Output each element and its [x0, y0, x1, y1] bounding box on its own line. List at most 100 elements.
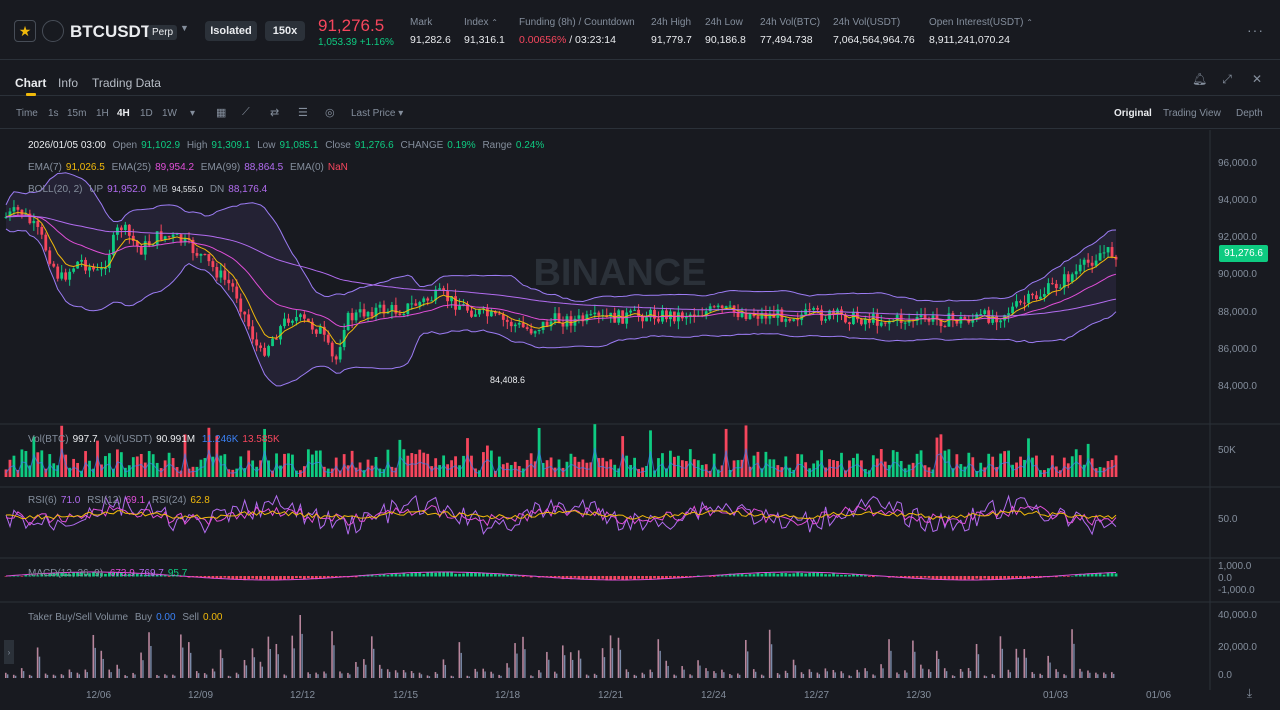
- interval-dropdown-icon[interactable]: ▾: [190, 108, 196, 119]
- scale-toggle-icon[interactable]: ⤓: [1246, 686, 1252, 700]
- macd-histogram-bar: [493, 573, 497, 577]
- macd-histogram-bar: [159, 575, 163, 577]
- volume-bar: [752, 455, 756, 477]
- taker-sell-bar: [953, 676, 956, 678]
- tab-chart[interactable]: Chart: [15, 76, 47, 90]
- macd-histogram-bar: [645, 576, 648, 579]
- taker-sell-bar: [420, 674, 423, 678]
- calendar-icon[interactable]: ▦: [216, 107, 227, 119]
- candle-body: [975, 314, 979, 320]
- symbol-title[interactable]: BTCUSDT: [70, 22, 152, 41]
- candle-body: [291, 320, 294, 323]
- volume-axis-label: 50K: [1218, 445, 1236, 456]
- candle-body: [390, 304, 394, 312]
- macd-histogram-bar: [708, 576, 712, 577]
- taker-sell-bar: [221, 658, 224, 678]
- candlestick-chart[interactable]: BINANCE: [0, 130, 1280, 690]
- taker-sell-bar: [142, 660, 144, 678]
- macd-histogram-bar: [752, 574, 756, 577]
- volume-bar: [919, 450, 923, 477]
- alert-bell-icon[interactable]: 🔔︎: [1192, 72, 1208, 86]
- view-trading-view[interactable]: Trading View: [1163, 108, 1221, 119]
- candle-body: [458, 305, 461, 310]
- tab-info[interactable]: Info: [58, 76, 79, 90]
- taker-buy-bar: [593, 673, 596, 678]
- volume-bar: [601, 457, 605, 477]
- taker-buy-bar: [227, 675, 230, 678]
- compare-icon[interactable]: ⇄: [270, 107, 280, 119]
- taker-buy-bar: [283, 674, 286, 678]
- candle-body: [756, 316, 760, 319]
- taker-buy-bar: [28, 674, 31, 678]
- taker-buy-bar: [92, 634, 95, 678]
- macd-histogram-bar: [318, 576, 322, 579]
- volume-ma-line: [5, 447, 1117, 475]
- taker-sell-bar: [1113, 673, 1115, 678]
- macd-histogram-bar: [231, 576, 235, 580]
- margin-mode-button[interactable]: Isolated: [205, 21, 257, 41]
- taker-buy-bar: [378, 664, 381, 678]
- settings-list-icon[interactable]: ☰: [298, 107, 308, 119]
- macd-histogram-bar: [131, 573, 135, 577]
- macd-histogram-bar: [712, 576, 716, 577]
- symbol-dropdown-chevron-icon[interactable]: ▼: [180, 23, 189, 33]
- stat-open-interest[interactable]: Open Interest(USDT) ⌃ 8,911,241,070.24: [929, 17, 1033, 46]
- taker-buy-bar: [689, 674, 691, 678]
- taker-sell-bar: [444, 664, 447, 678]
- volume-bar: [700, 464, 704, 477]
- view-original[interactable]: Original: [1114, 108, 1152, 119]
- interval-1w[interactable]: 1W: [162, 108, 177, 119]
- more-options-icon[interactable]: ···: [1247, 22, 1264, 38]
- interval-1s[interactable]: 1s: [48, 108, 59, 119]
- ohlc-legend: 2026/01/05 03:00 Open 91,102.9 High 91,309…: [28, 140, 545, 151]
- candle-body: [199, 253, 203, 256]
- candle-body: [1074, 271, 1078, 275]
- close-icon[interactable]: ✕: [1251, 72, 1263, 86]
- favorite-star-icon[interactable]: ★: [14, 20, 36, 42]
- taker-buy-bar: [808, 669, 811, 678]
- candle-body: [40, 226, 44, 235]
- taker-buy-bar: [888, 639, 890, 678]
- view-depth[interactable]: Depth: [1236, 108, 1263, 119]
- interval-4h[interactable]: 4H: [117, 108, 130, 119]
- candle-body: [1042, 294, 1046, 297]
- macd-histogram-bar: [203, 576, 207, 578]
- taker-buy-bar: [84, 669, 87, 678]
- macd-histogram-bar: [1023, 576, 1026, 579]
- tab-trading-data[interactable]: Trading Data: [92, 76, 161, 90]
- macd-histogram-bar: [784, 573, 788, 577]
- last-price-dropdown[interactable]: Last Price ▾: [351, 108, 404, 119]
- interval-1d[interactable]: 1D: [140, 108, 153, 119]
- taker-axis-label: 40,000.0: [1218, 610, 1257, 621]
- candle-body: [1050, 283, 1054, 285]
- candle-body: [1082, 259, 1086, 265]
- volume-bar: [1027, 438, 1030, 477]
- macd-histogram-bar: [310, 576, 314, 580]
- macd-histogram-bar: [36, 575, 40, 577]
- crosshair-icon[interactable]: ◎: [325, 107, 335, 119]
- taker-buy-bar: [140, 652, 142, 678]
- interval-1h[interactable]: 1H: [96, 108, 109, 119]
- macd-histogram-bar: [410, 572, 414, 577]
- indicator-icon[interactable]: ⟋: [242, 106, 250, 118]
- taker-buy-bar: [792, 659, 795, 678]
- macd-histogram-bar: [1078, 574, 1082, 577]
- macd-histogram-bar: [123, 574, 127, 577]
- volume-bar: [816, 460, 820, 477]
- candle-body: [1110, 247, 1114, 257]
- candle-body: [1062, 274, 1066, 288]
- candle-body: [497, 313, 501, 315]
- macd-histogram-bar: [740, 573, 744, 577]
- taker-sell-bar: [683, 669, 685, 678]
- macd-histogram-bar: [100, 572, 103, 577]
- macd-histogram-bar: [211, 576, 215, 579]
- stat-index[interactable]: Index ⌃ 91,316.1: [464, 17, 505, 46]
- expand-icon[interactable]: ⤢: [1222, 72, 1232, 86]
- collapse-arrow-icon[interactable]: ›: [4, 640, 14, 664]
- candle-body: [641, 316, 644, 322]
- candle-body: [521, 322, 525, 328]
- leverage-button[interactable]: 150x: [265, 21, 305, 41]
- macd-histogram-bar: [764, 572, 768, 577]
- time-label[interactable]: Time: [16, 108, 38, 119]
- interval-15m[interactable]: 15m: [67, 108, 87, 119]
